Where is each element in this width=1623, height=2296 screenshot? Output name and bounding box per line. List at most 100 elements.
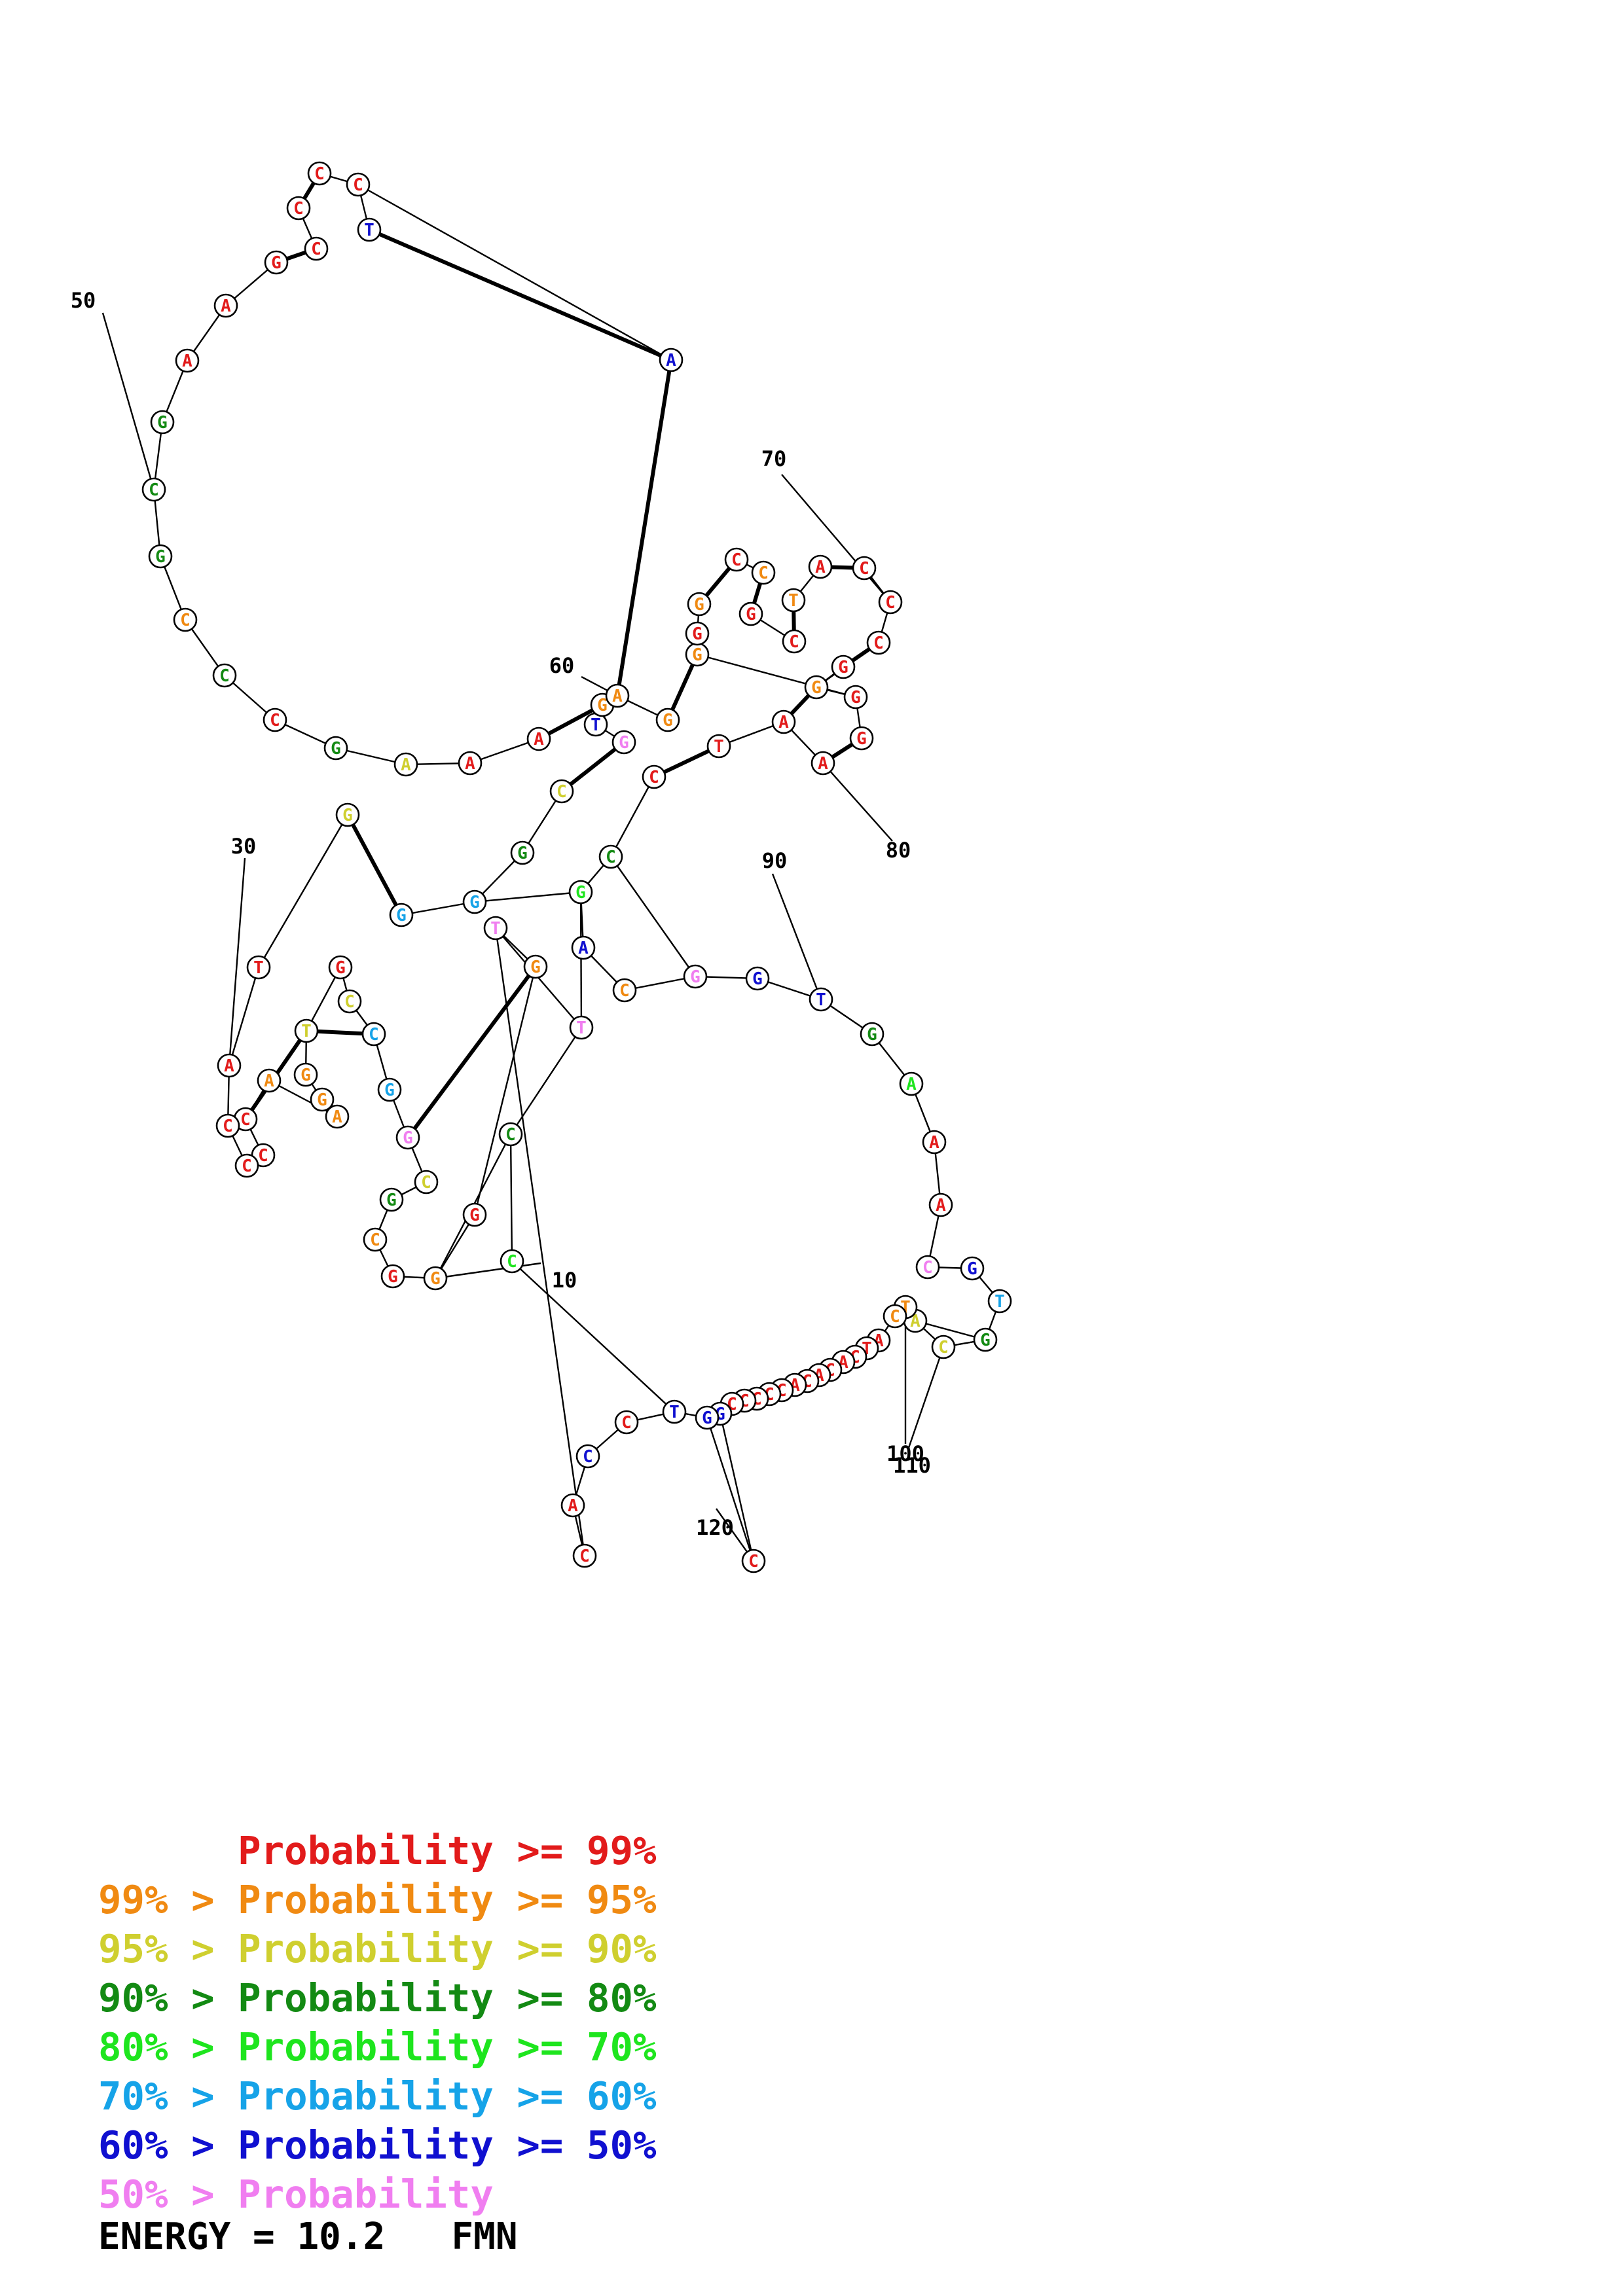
- nucleotide-letter: G: [403, 1128, 413, 1148]
- nucleotide-circle: [928, 1193, 953, 1217]
- nucleotide-39: T: [583, 712, 608, 737]
- nucleotide-circle: [395, 1125, 420, 1150]
- nucleotide-23: G: [293, 1062, 318, 1087]
- nucleotide-letter: G: [746, 605, 756, 624]
- nucleotide-letter: C: [242, 1157, 252, 1176]
- nucleotide-94: G: [960, 1256, 985, 1281]
- nucleotide-letter: G: [702, 1408, 712, 1428]
- nucleotide-letter: A: [906, 1075, 917, 1094]
- nucleotide-letter: A: [465, 754, 475, 774]
- nucleotide-letter: T: [591, 715, 601, 735]
- nucleotide-letter: G: [469, 1206, 480, 1225]
- nucleotide-3: C: [575, 1444, 600, 1469]
- nucleotide-59: A: [659, 348, 684, 372]
- nucleotide-circle: [361, 1022, 386, 1047]
- legend-prefix: 50% >: [98, 2172, 238, 2217]
- nucleotide-31: A: [217, 1053, 242, 1078]
- nucleotide-81: C: [642, 764, 666, 789]
- nucleotide-89: G: [860, 1022, 884, 1047]
- nucleotide-letter: T: [669, 1403, 680, 1422]
- nucleotide-circle: [379, 1187, 404, 1212]
- position-label-60: 60: [549, 653, 575, 678]
- nucleotide-10: G: [523, 954, 548, 979]
- nucleotide-circle: [500, 1249, 524, 1274]
- nucleotide-24: G: [310, 1087, 335, 1112]
- backbone-segment: [511, 1261, 675, 1412]
- structure-name: FMN: [451, 2215, 518, 2258]
- legend-label: Probability: [238, 2123, 494, 2168]
- nucleotide-letter: G: [850, 688, 861, 708]
- backbone-segment: [706, 1417, 755, 1562]
- nucleotide-circle: [659, 348, 684, 372]
- backbone-segment: [469, 738, 539, 764]
- nucleotide-29: C: [234, 1153, 259, 1178]
- probability-legend: Probability >= 99% 99% > Probability >= 9…: [98, 1826, 657, 2219]
- nucleotide-circle: [560, 1493, 585, 1518]
- nucleotide-letter: C: [922, 1258, 933, 1278]
- nucleotide-76: G: [843, 685, 868, 709]
- nucleotide-letter: C: [293, 199, 304, 219]
- nucleotide-41: A: [526, 726, 551, 751]
- energy-label: ENERGY =: [98, 2215, 275, 2258]
- nucleotide-77: G: [849, 726, 874, 751]
- backbone-segment: [228, 967, 260, 1066]
- legend-row-5: 80% > Probability >= 70%: [98, 2022, 657, 2072]
- nucleotide-circle: [234, 1153, 259, 1178]
- nucleotide-26: A: [257, 1068, 282, 1093]
- nucleotide-37: C: [549, 779, 574, 804]
- nucleotide-circle: [264, 250, 289, 275]
- nucleotide-42: A: [458, 751, 483, 776]
- nucleotide-letter: C: [505, 1125, 516, 1145]
- nucleotide-letter: T: [490, 919, 501, 939]
- legend-prefix: 90% >: [98, 1975, 238, 2020]
- nucleotide-circle: [380, 1264, 405, 1289]
- nucleotide-circle: [510, 840, 535, 865]
- backbone-segment: [561, 742, 625, 792]
- nucleotide-27: C: [233, 1107, 258, 1132]
- nucleotide-57: C: [346, 172, 371, 197]
- nucleotide-circle: [572, 1543, 597, 1568]
- connector-line: [474, 891, 581, 903]
- nucleotide-letter: G: [517, 844, 528, 863]
- nucleotide-circle: [655, 708, 680, 732]
- nucleotide-11: G: [462, 1202, 487, 1227]
- legend-row-7: 60% > Probability >= 50%: [98, 2121, 657, 2170]
- nucleotide-13: G: [380, 1264, 405, 1289]
- legend-prefix: 99% >: [98, 1877, 238, 1922]
- nucleotide-74: G: [831, 655, 856, 679]
- nucleotide-circle: [357, 217, 382, 242]
- nucleotide-circle: [922, 1130, 947, 1155]
- nucleotide-65: C: [724, 547, 749, 572]
- nucleotide-circle: [612, 978, 637, 1003]
- nucleotide-letter: G: [692, 645, 702, 665]
- nucleotide-61: G: [655, 708, 680, 732]
- nucleotide-circle: [523, 954, 548, 979]
- nucleotide-66: C: [751, 560, 776, 585]
- nucleotide-letter: C: [370, 1230, 380, 1250]
- nucleotide-letter: C: [619, 981, 630, 1001]
- nucleotide-letter: G: [396, 906, 407, 925]
- position-tick-80: [822, 762, 893, 842]
- position-label-80: 80: [886, 838, 911, 863]
- nucleotide-letter: A: [568, 1496, 578, 1516]
- legend-prefix: [98, 1828, 238, 1873]
- nucleotide-8: T: [569, 1015, 594, 1040]
- nucleotide-letter: C: [859, 559, 869, 579]
- nucleotide-25: A: [325, 1104, 350, 1129]
- nucleotide-letter: C: [344, 992, 355, 1012]
- nucleotide-letter: G: [271, 253, 282, 273]
- connector-line: [915, 1319, 986, 1341]
- backbone-segment: [346, 814, 403, 916]
- nucleotide-letter: A: [815, 558, 826, 577]
- nucleotide-letter: G: [155, 547, 166, 567]
- nucleotide-letter: G: [157, 413, 168, 433]
- backbone-segment: [473, 966, 537, 1215]
- nucleotide-letter: C: [556, 782, 567, 802]
- nucleotide-circle: [293, 1062, 318, 1087]
- nucleotide-letter: A: [221, 296, 231, 316]
- backbone-segment: [305, 967, 342, 1031]
- nucleotide-circle: [781, 588, 806, 613]
- nucleotide-16: C: [414, 1170, 439, 1194]
- nucleotide-letter: A: [534, 730, 544, 749]
